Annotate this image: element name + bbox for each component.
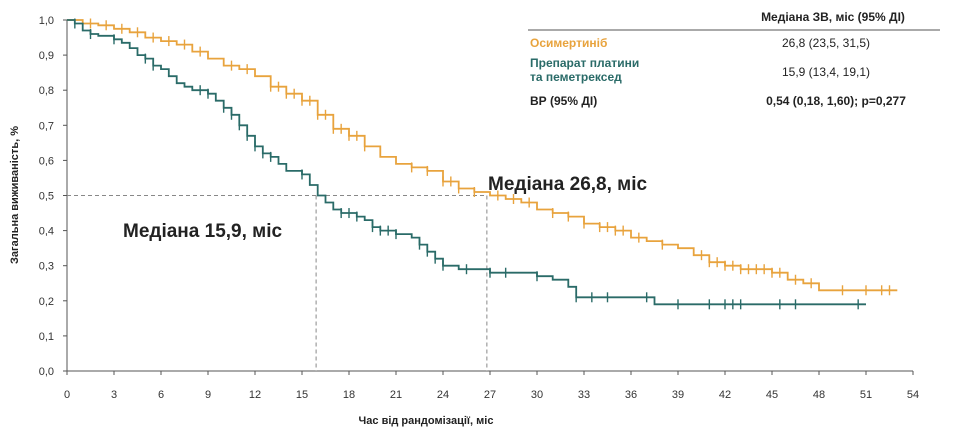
table-name-platinum-line2: та пеметрексед — [530, 70, 622, 84]
x-tick-label: 36 — [625, 389, 637, 401]
table-name-hr: ВР (95% ДІ) — [530, 94, 597, 108]
x-tick-label: 33 — [578, 389, 590, 401]
x-tick-label: 15 — [296, 389, 308, 401]
x-axis-title: Час від рандомізації, міс — [359, 415, 494, 427]
table-name-osimertinib: Осимертиніб — [530, 36, 607, 50]
series-layer — [67, 18, 898, 310]
y-tick-label: 0,0 — [39, 366, 54, 378]
x-tick-label: 39 — [672, 389, 684, 401]
y-tick-label: 0,5 — [39, 191, 54, 203]
x-tick-label: 21 — [390, 389, 402, 401]
y-tick-label: 0,8 — [39, 85, 54, 97]
y-tick-label: 0,7 — [39, 120, 54, 132]
y-tick-label: 0,2 — [39, 296, 54, 308]
x-tick-label: 27 — [484, 389, 496, 401]
x-tick-label: 0 — [64, 389, 70, 401]
x-tick-label: 9 — [205, 389, 211, 401]
x-tick-label: 18 — [343, 389, 355, 401]
y-tick-label: 0,9 — [39, 50, 54, 62]
legend-table: Медіана ЗВ, міс (95% ДІ) Осимертиніб 26,… — [528, 10, 940, 108]
table-value-osimertinib: 26,8 (23,5, 31,5) — [782, 36, 870, 50]
x-tick-label: 24 — [437, 389, 449, 401]
table-value-platinum: 15,9 (13,4, 19,1) — [782, 65, 870, 79]
x-tick-label: 3 — [111, 389, 117, 401]
x-tick-label: 54 — [907, 389, 919, 401]
y-tick-label: 1,0 — [39, 15, 54, 27]
median-label-platinum: Медіана 15,9, міс — [123, 221, 282, 242]
y-axis-title: Загальна виживаність, % — [9, 126, 21, 264]
x-tick-label: 6 — [158, 389, 164, 401]
x-tick-label: 12 — [249, 389, 261, 401]
table-header: Медіана ЗВ, міс (95% ДІ) — [761, 10, 905, 24]
y-tick-label: 0,4 — [39, 226, 54, 238]
x-tick-label: 48 — [813, 389, 825, 401]
y-tick-label: 0,3 — [39, 261, 54, 273]
y-tick-label: 0,6 — [39, 155, 54, 167]
chart-labels: Час від рандомізації, міс Загальна вижив… — [9, 126, 647, 427]
median-guides — [67, 195, 488, 371]
x-tick-label: 51 — [860, 389, 872, 401]
x-tick-label: 30 — [531, 389, 543, 401]
x-tick-label: 42 — [719, 389, 731, 401]
table-value-hr: 0,54 (0,18, 1,60); p=0,277 — [766, 94, 906, 108]
chart-axes: 0 3 6 9 12 15 18 21 24 27 30 33 36 39 42 45 48 51 540,00,1… — [39, 15, 919, 401]
x-tick-label: 45 — [766, 389, 778, 401]
y-tick-label: 0,1 — [39, 331, 54, 343]
series-line-platinum-pemetrexed — [67, 19, 866, 306]
series-line-osimertinib — [67, 19, 898, 292]
table-name-platinum-line1: Препарат платини — [530, 56, 639, 70]
median-label-osimertinib: Медіана 26,8, міс — [488, 174, 647, 195]
